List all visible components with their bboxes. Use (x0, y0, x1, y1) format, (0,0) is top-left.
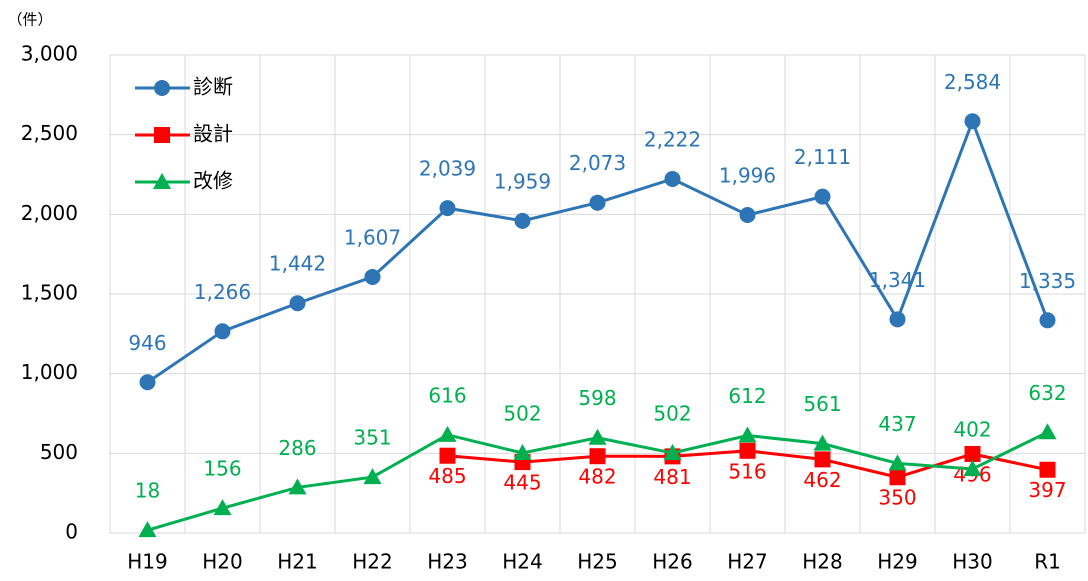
data-label: 2,111 (794, 145, 851, 169)
legend-marker (153, 173, 171, 189)
data-label: 612 (728, 384, 766, 408)
point (589, 194, 606, 211)
data-label: 502 (503, 402, 541, 426)
data-label: 946 (128, 331, 166, 355)
point (588, 428, 607, 445)
data-label: 516 (728, 459, 766, 483)
point (214, 323, 231, 340)
data-label: 437 (878, 412, 916, 436)
point (513, 444, 532, 461)
legend-label: 改修 (193, 169, 233, 193)
point (288, 478, 307, 495)
point (364, 268, 381, 285)
unit-label: （件） (7, 11, 52, 29)
data-label: 286 (278, 436, 316, 460)
point (889, 311, 906, 328)
data-label: 2,073 (569, 151, 626, 175)
data-label: 485 (428, 464, 466, 488)
data-label: 351 (353, 426, 391, 450)
data-label: 2,222 (644, 127, 701, 151)
x-tick-label: H28 (802, 550, 843, 574)
point (964, 445, 981, 462)
y-tick-label: 2,500 (21, 121, 78, 145)
point (888, 454, 907, 471)
data-label: 1,335 (1019, 269, 1076, 293)
point (964, 113, 981, 130)
data-label: 482 (578, 465, 616, 489)
point (963, 459, 982, 476)
data-label: 2,039 (419, 157, 476, 181)
data-label: 462 (803, 468, 841, 492)
point (664, 170, 681, 187)
point (1039, 312, 1056, 329)
point (589, 448, 606, 465)
point (814, 188, 831, 205)
data-label: 1,266 (194, 280, 251, 304)
legend-label: 設計 (193, 122, 233, 146)
point (439, 200, 456, 217)
point (813, 434, 832, 451)
data-label: 397 (1028, 478, 1066, 502)
data-label: 1,341 (869, 268, 926, 292)
y-tick-label: 3,000 (21, 42, 78, 66)
data-label: 1,959 (494, 169, 551, 193)
x-tick-label: H19 (127, 550, 168, 574)
data-label: 18 (135, 479, 160, 503)
data-label: 561 (803, 392, 841, 416)
x-tick-label: H26 (652, 550, 693, 574)
data-label: 1,607 (344, 225, 401, 249)
data-label: 632 (1028, 381, 1066, 405)
data-label: 2,584 (944, 70, 1001, 94)
point (363, 468, 382, 485)
point (663, 444, 682, 461)
data-label: 1,442 (269, 252, 326, 276)
point (739, 206, 756, 223)
data-label: 156 (203, 457, 241, 481)
data-label: 350 (878, 486, 916, 510)
point (439, 447, 456, 464)
point (139, 374, 156, 391)
y-tick-label: 2,000 (21, 201, 78, 225)
data-label: 616 (428, 383, 466, 407)
x-tick-label: H30 (952, 550, 993, 574)
legend-marker (154, 80, 170, 96)
x-tick-label: R1 (1034, 550, 1061, 574)
point (814, 451, 831, 468)
point (738, 426, 757, 443)
data-label: 445 (503, 471, 541, 495)
y-tick-label: 500 (40, 440, 78, 464)
point (289, 295, 306, 312)
point (213, 499, 232, 516)
legend-label: 診断 (193, 75, 233, 99)
point (514, 212, 531, 229)
y-tick-label: 1,000 (21, 360, 78, 384)
x-tick-label: H23 (427, 550, 468, 574)
legend-marker (154, 127, 170, 143)
point (438, 425, 457, 442)
data-label: 481 (653, 465, 691, 489)
point (1038, 423, 1057, 440)
x-tick-label: H25 (577, 550, 618, 574)
point (1039, 461, 1056, 478)
point (138, 521, 157, 538)
x-tick-label: H24 (502, 550, 543, 574)
y-tick-label: 0 (65, 520, 78, 544)
x-tick-label: H20 (202, 550, 243, 574)
x-tick-label: H21 (277, 550, 318, 574)
x-tick-label: H27 (727, 550, 768, 574)
point (739, 442, 756, 459)
point (889, 469, 906, 486)
data-label: 402 (953, 417, 991, 441)
data-label: 1,996 (719, 163, 776, 187)
data-label: 502 (653, 402, 691, 426)
x-tick-label: H29 (877, 550, 918, 574)
x-tick-label: H22 (352, 550, 393, 574)
data-label: 598 (578, 386, 616, 410)
y-tick-label: 1,500 (21, 281, 78, 305)
